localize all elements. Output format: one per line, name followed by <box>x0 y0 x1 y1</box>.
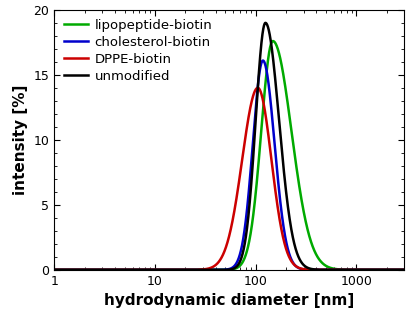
unmodified <box>402 268 407 272</box>
cholesterol-biotin <box>402 268 407 272</box>
cholesterol-biotin <box>201 268 206 272</box>
unmodified <box>113 268 118 272</box>
X-axis label: hydrodynamic diameter [nm]: hydrodynamic diameter [nm] <box>104 293 354 308</box>
lipopeptide-biotin <box>52 268 57 272</box>
lipopeptide-biotin <box>395 268 400 272</box>
Legend: lipopeptide-biotin, cholesterol-biotin, DPPE-biotin, unmodified: lipopeptide-biotin, cholesterol-biotin, … <box>64 19 212 83</box>
DPPE-biotin <box>92 268 97 272</box>
lipopeptide-biotin <box>186 268 191 272</box>
cholesterol-biotin <box>92 268 97 272</box>
DPPE-biotin <box>201 267 206 271</box>
cholesterol-biotin <box>395 268 400 272</box>
cholesterol-biotin <box>52 268 57 272</box>
unmodified <box>357 268 362 272</box>
DPPE-biotin <box>113 268 118 272</box>
cholesterol-biotin <box>186 268 191 272</box>
DPPE-biotin <box>395 268 400 272</box>
lipopeptide-biotin <box>402 268 407 272</box>
Line: DPPE-biotin: DPPE-biotin <box>54 88 404 270</box>
DPPE-biotin <box>255 86 260 90</box>
lipopeptide-biotin <box>201 268 206 272</box>
unmodified <box>186 268 191 272</box>
lipopeptide-biotin <box>357 268 362 272</box>
cholesterol-biotin <box>113 268 118 272</box>
DPPE-biotin <box>52 268 57 272</box>
cholesterol-biotin <box>357 268 362 272</box>
unmodified <box>92 268 97 272</box>
cholesterol-biotin <box>261 59 266 63</box>
unmodified <box>201 268 206 272</box>
unmodified <box>52 268 57 272</box>
DPPE-biotin <box>402 268 407 272</box>
Line: lipopeptide-biotin: lipopeptide-biotin <box>54 41 404 270</box>
unmodified <box>395 268 400 272</box>
lipopeptide-biotin <box>113 268 118 272</box>
lipopeptide-biotin <box>270 39 275 43</box>
Line: unmodified: unmodified <box>54 23 404 270</box>
DPPE-biotin <box>357 268 362 272</box>
unmodified <box>263 21 268 25</box>
Y-axis label: intensity [%]: intensity [%] <box>13 85 28 195</box>
Line: cholesterol-biotin: cholesterol-biotin <box>54 61 404 270</box>
lipopeptide-biotin <box>92 268 97 272</box>
DPPE-biotin <box>186 268 191 272</box>
